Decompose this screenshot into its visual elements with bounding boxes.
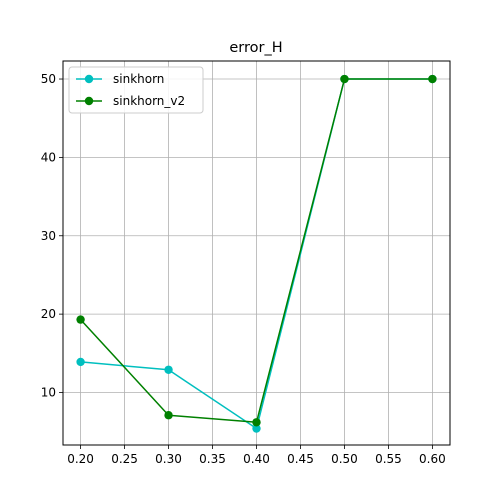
x-tick-label: 0.50	[331, 452, 358, 466]
x-tick-label: 0.40	[243, 452, 270, 466]
chart-title: error_H	[229, 40, 282, 56]
x-tick-label: 0.45	[287, 452, 314, 466]
legend-swatch-marker	[84, 74, 94, 84]
series-sinkhorn_v2	[76, 74, 437, 427]
data-point	[340, 74, 349, 84]
data-point	[164, 365, 173, 374]
y-tick-label: 20	[41, 307, 56, 321]
y-tick-label: 30	[41, 229, 56, 243]
data-point	[252, 424, 261, 433]
data-point	[252, 418, 261, 427]
legend-label: sinkhorn_v2	[113, 94, 185, 108]
series-layer	[76, 74, 437, 433]
legend-box	[68, 66, 204, 114]
y-tick-label: 10	[41, 385, 56, 399]
data-point	[76, 357, 85, 367]
x-tick-label: 0.35	[199, 452, 226, 466]
x-tick-label: 0.60	[419, 452, 446, 466]
y-tick-label: 40	[41, 150, 56, 164]
data-point	[76, 315, 85, 324]
y-tick-label: 50	[41, 72, 56, 86]
legend-item: sinkhorn	[76, 72, 164, 86]
legend-swatch-marker	[84, 96, 94, 106]
x-tick-label: 0.20	[67, 452, 94, 466]
legend-label: sinkhorn	[113, 72, 164, 86]
data-point	[164, 411, 173, 420]
legend: sinkhorn sinkhorn_v2	[68, 66, 204, 114]
x-tick-label: 0.55	[375, 452, 402, 466]
axes: 0.20 0.25 0.30 0.35 0.40 0.45 0.50 0.55 0.60 10 20…	[41, 60, 451, 466]
legend-item: sinkhorn_v2	[76, 94, 185, 108]
data-point	[428, 74, 437, 84]
x-tick-label: 0.25	[111, 452, 138, 466]
grid-lines	[63, 61, 450, 445]
x-tick-label: 0.30	[155, 452, 182, 466]
